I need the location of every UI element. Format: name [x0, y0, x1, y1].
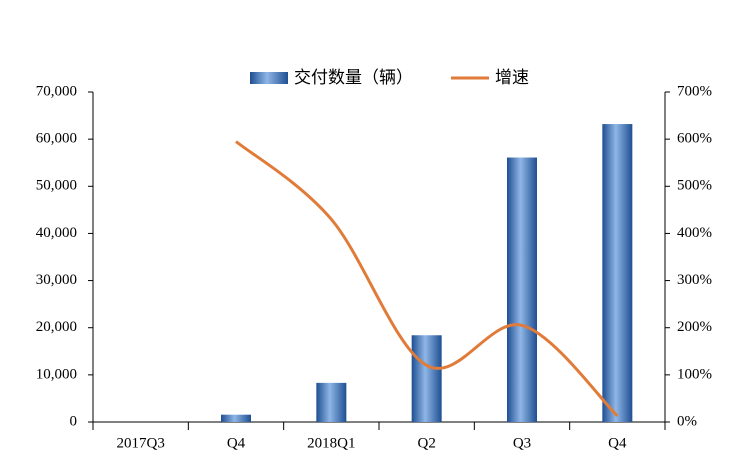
- x-tick-label: Q4: [227, 435, 246, 451]
- x-tick-label: Q2: [417, 435, 435, 451]
- x-tick-label: Q4: [608, 435, 627, 451]
- y2-tick-label: 100%: [677, 366, 712, 382]
- y-tick-label: 20,000: [36, 319, 77, 335]
- y-tick-label: 50,000: [36, 178, 77, 194]
- y-tick-label: 40,000: [36, 225, 77, 241]
- legend-label: 交付数量（辆）: [294, 68, 413, 88]
- y2-tick-label: 200%: [677, 319, 712, 335]
- legend-swatch: [250, 72, 288, 84]
- y2-tick-label: 500%: [677, 178, 712, 194]
- y-tick-label: 70,000: [36, 83, 77, 99]
- bar: [507, 157, 537, 422]
- x-tick-label: 2017Q3: [116, 435, 164, 451]
- y-tick-label: 60,000: [36, 131, 77, 147]
- bar: [316, 382, 347, 422]
- bar: [221, 414, 251, 422]
- y-tick-label: 0: [70, 413, 78, 429]
- y2-tick-label: 300%: [677, 272, 712, 288]
- y2-tick-label: 600%: [677, 131, 712, 147]
- line: [235, 140, 619, 417]
- y-tick-label: 30,000: [36, 272, 77, 288]
- bar: [602, 124, 633, 423]
- x-tick-label: Q3: [513, 435, 531, 451]
- y2-tick-label: 400%: [677, 225, 712, 241]
- y2-tick-label: 700%: [677, 83, 712, 99]
- bar: [411, 335, 442, 422]
- legend-label: 增速: [495, 68, 529, 88]
- y-tick-label: 10,000: [36, 366, 77, 382]
- x-tick-label: 2018Q1: [307, 435, 355, 451]
- y2-tick-label: 0%: [677, 413, 697, 429]
